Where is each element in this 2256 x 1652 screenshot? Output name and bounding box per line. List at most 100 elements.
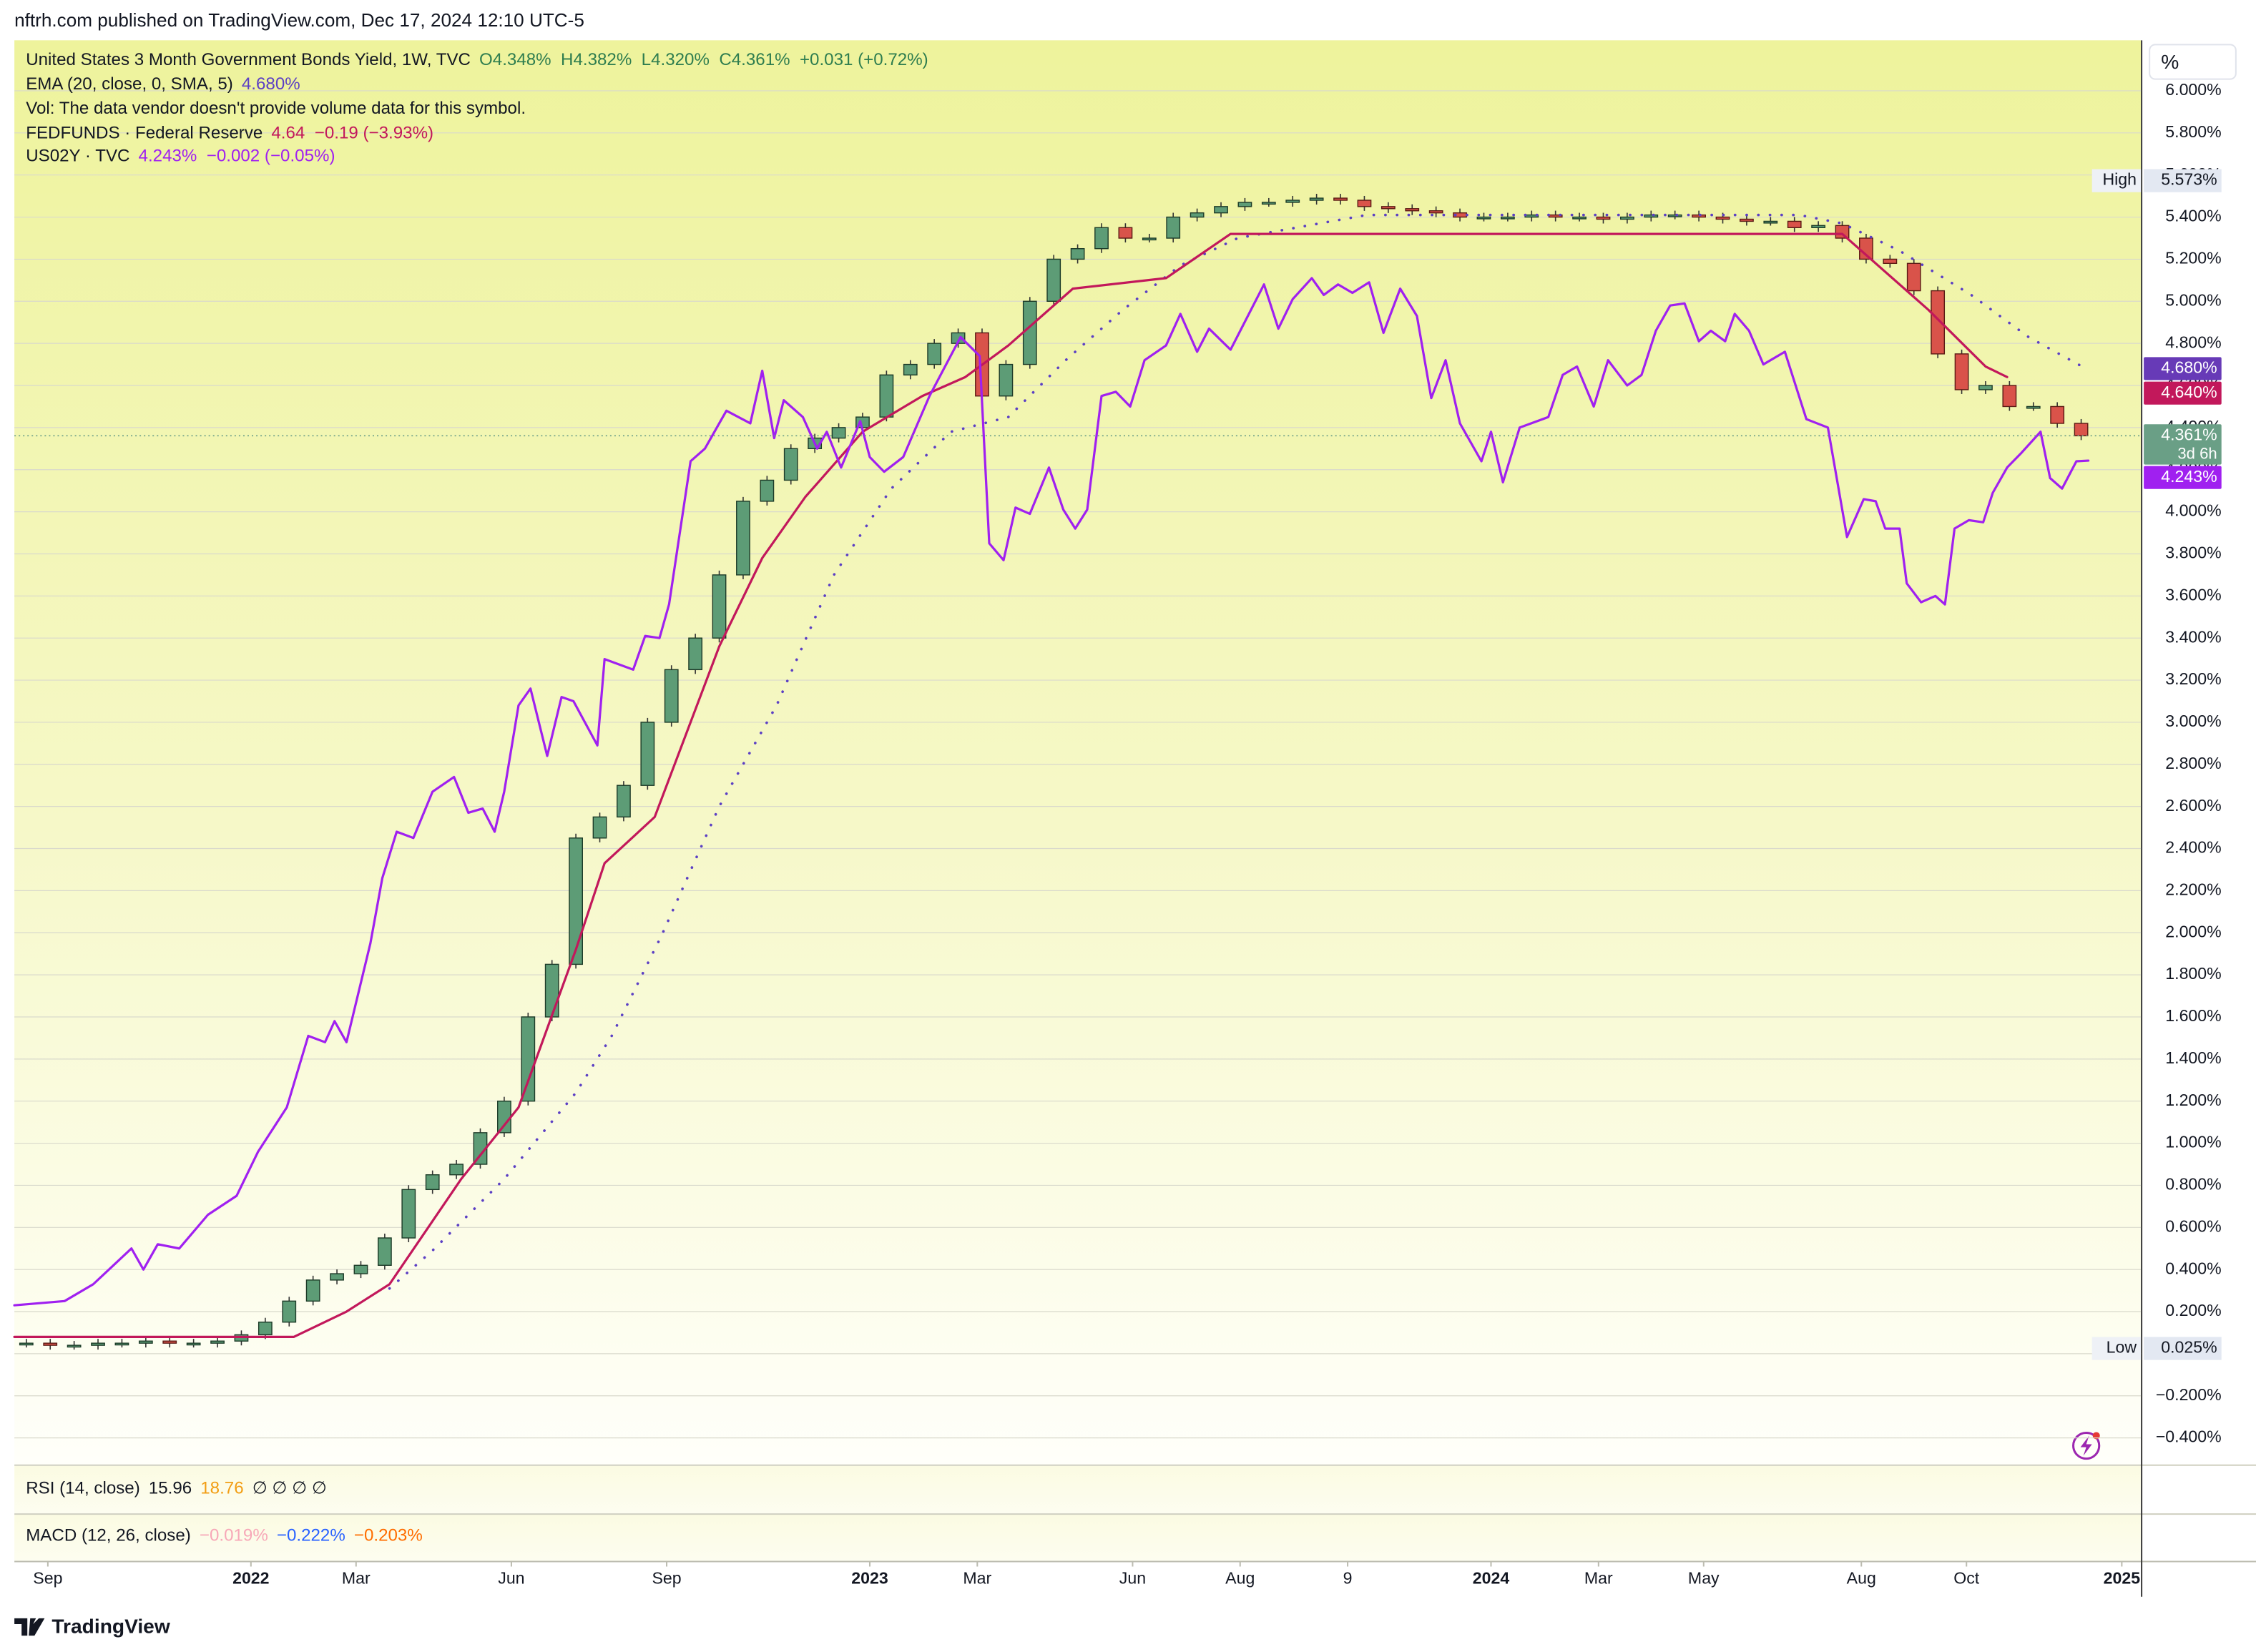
- candle-body: [760, 479, 775, 502]
- unit-button-label[interactable]: %: [2161, 51, 2179, 73]
- high-value-bg: [2144, 169, 2222, 192]
- low-value-bg: [2144, 1337, 2222, 1360]
- candle-body: [377, 1237, 392, 1266]
- candle-body: [569, 837, 584, 965]
- candle-body: [401, 1189, 416, 1239]
- x-tick-label: 2024: [1473, 1569, 1510, 1588]
- icon-bolt[interactable]: [2080, 1435, 2092, 1456]
- publish-header: nftrh.com published on TradingView.com, …: [14, 9, 584, 31]
- candle-body: [1070, 247, 1085, 260]
- legend-text: 4.243% −0.002 (−0.05%): [139, 147, 335, 166]
- y-tick-label: 0.800%: [2165, 1175, 2221, 1194]
- price-badge-label: 4.640%: [2161, 383, 2217, 401]
- candle-body: [43, 1342, 58, 1346]
- candle-body: [1285, 200, 1300, 203]
- indicator-line: [13, 232, 2009, 1338]
- unit-button[interactable]: [2149, 44, 2237, 80]
- y-tick-label: 2.200%: [2165, 880, 2221, 898]
- x-tick-label: Aug: [1847, 1569, 1876, 1588]
- x-tick-label: 2022: [232, 1569, 269, 1588]
- y-tick-label: 1.800%: [2165, 964, 2221, 983]
- candle-body: [1428, 210, 1443, 214]
- y-tick-label: 1.400%: [2165, 1048, 2221, 1067]
- candle-body: [1142, 237, 1157, 241]
- legend-text: 18.76: [200, 1478, 243, 1498]
- x-tick-label: 9: [1343, 1569, 1353, 1588]
- candle-body: [1811, 225, 1826, 228]
- price-badge: [2144, 357, 2222, 380]
- candle-body: [1237, 202, 1252, 207]
- candle-body: [1214, 206, 1228, 214]
- candle-body: [1261, 202, 1276, 205]
- candle-body: [2050, 405, 2065, 424]
- macd-pane: [14, 1515, 2142, 1561]
- high-badge-name: High: [2102, 170, 2137, 189]
- candle-body: [831, 427, 846, 439]
- high-badge-bg: [2091, 169, 2142, 192]
- candle-body: [1405, 208, 1420, 212]
- candle-body: [497, 1100, 511, 1134]
- candle-body: [1667, 214, 1682, 217]
- candle-body: [1094, 227, 1109, 250]
- y-tick-label: 1.200%: [2165, 1091, 2221, 1109]
- candle-body: [1931, 290, 1946, 355]
- candle-body: [1596, 216, 1611, 220]
- y-tick-label: 0.400%: [2165, 1259, 2221, 1277]
- legend-text: EMA (20, close, 0, SMA, 5): [26, 74, 233, 94]
- candle-body: [592, 816, 607, 839]
- footer-brand: TradingView: [52, 1615, 170, 1637]
- candle-body: [688, 637, 703, 671]
- y-tick-label: 0.200%: [2165, 1301, 2221, 1319]
- candle-body: [210, 1340, 225, 1344]
- legend-text: Vol: The data vendor doesn't provide vol…: [26, 99, 526, 118]
- candle-body: [783, 448, 798, 481]
- y-tick-label: −0.400%: [2156, 1427, 2222, 1446]
- low-value: 0.025%: [2161, 1338, 2217, 1357]
- candle-body: [1715, 216, 1730, 220]
- lightning-icon[interactable]: [2072, 1431, 2101, 1460]
- y-tick-label: 3.600%: [2165, 585, 2221, 604]
- y-tick-label: 1.000%: [2165, 1133, 2221, 1151]
- candle-body: [1190, 212, 1205, 218]
- candle-body: [353, 1264, 368, 1274]
- y-tick-label: 0.600%: [2165, 1216, 2221, 1235]
- price-badge: [2144, 381, 2222, 405]
- candle-body: [1476, 216, 1491, 220]
- candle-body: [305, 1279, 320, 1302]
- icon-ring[interactable]: [2072, 1431, 2101, 1460]
- candle-body: [186, 1342, 201, 1346]
- x-tick-label: Jun: [498, 1569, 524, 1588]
- countdown: 3d 6h: [2177, 444, 2217, 462]
- candle-body: [1118, 227, 1133, 239]
- x-tick-label: Sep: [652, 1569, 681, 1588]
- candle-body: [1740, 218, 1754, 222]
- price-badge: [2144, 466, 2222, 489]
- y-tick-label: 5.400%: [2165, 207, 2221, 225]
- y-tick-label: 2.600%: [2165, 796, 2221, 815]
- x-tick-label: Mar: [1584, 1569, 1613, 1588]
- legend-text: ∅ ∅ ∅ ∅: [252, 1478, 327, 1498]
- candle-body: [1022, 300, 1037, 365]
- legend-text: 4.680%: [242, 74, 300, 94]
- candle-body: [162, 1340, 177, 1344]
- price-badge-label: 4.361%: [2161, 425, 2217, 443]
- y-tick-label: 4.800%: [2165, 333, 2221, 351]
- x-tick-label: 2025: [2104, 1569, 2141, 1588]
- x-tick-label: Mar: [342, 1569, 371, 1588]
- candle-body: [91, 1342, 105, 1346]
- candle-body: [544, 963, 559, 1018]
- candle-body: [1978, 385, 1993, 390]
- legend-text: 4.64 −0.19 (−3.93%): [271, 123, 433, 142]
- legend-text: United States 3 Month Government Bonds Y…: [26, 50, 471, 69]
- candle-body: [1835, 225, 1850, 239]
- candle-body: [449, 1164, 464, 1176]
- legend-text: 15.96: [149, 1478, 192, 1498]
- x-tick-label: Aug: [1225, 1569, 1255, 1588]
- candle-body: [1954, 353, 1969, 390]
- candle-body: [1906, 262, 1921, 292]
- candle-body: [19, 1342, 34, 1346]
- candle-body: [1572, 216, 1586, 220]
- rsi-pane: [14, 1465, 2142, 1514]
- legend-text: O4.348% H4.382% L4.320% C4.361% +0.031 (…: [479, 50, 928, 69]
